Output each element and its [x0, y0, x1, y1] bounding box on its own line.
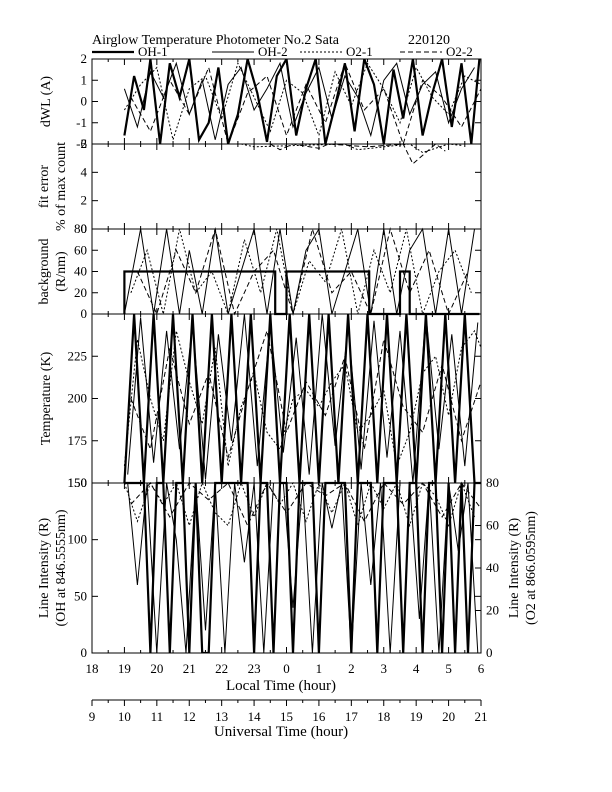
series-temperature-oh-2	[127, 313, 479, 484]
chart-date: 220120	[408, 33, 450, 48]
x-tick-label-ut: 20	[442, 709, 455, 724]
series-dwl-o2-1	[123, 61, 481, 142]
x-tick-label-local: 21	[183, 661, 196, 676]
series-background-oh-1	[123, 270, 480, 316]
x-axis-ut-label: Universal Time (hour)	[214, 724, 348, 740]
y2-tick-label: 0	[486, 645, 493, 660]
legend-label: O2-2	[446, 44, 473, 59]
y-axis-label-dwl: dWL (A)	[39, 76, 54, 128]
plot-frames	[91, 58, 482, 706]
x-tick-label-local: 5	[445, 661, 452, 676]
series-layer	[123, 59, 481, 653]
y-tick-label-background: 20	[74, 285, 87, 300]
x-tick-label-local: 6	[478, 661, 485, 676]
series-background-oh-2	[123, 227, 475, 315]
y-tick-label-background: 60	[74, 242, 87, 257]
x-tick-label-ut: 17	[345, 709, 359, 724]
panel-frame-fit	[91, 143, 482, 230]
y-tick-label-background: 80	[74, 221, 87, 236]
legend-label: O2-1	[346, 44, 373, 59]
y-tick-label-intensity: 50	[74, 588, 87, 603]
y-tick-label-fit: 4	[81, 164, 88, 179]
y-tick-label-dwl: -1	[76, 115, 87, 130]
y-tick-label-background: 40	[74, 264, 87, 279]
y-tick-label-intensity: 100	[68, 532, 88, 547]
series-background-o2-2	[136, 227, 469, 316]
panel-frame-temperature	[91, 313, 482, 484]
y-axis-label-intensity: (OH at 846.5555nm)	[54, 509, 69, 626]
x-tick-label-ut: 16	[312, 709, 326, 724]
x-tick-label-local: 2	[348, 661, 355, 676]
legend-label: OH-2	[258, 44, 288, 59]
series-intensity-o2-1	[123, 481, 475, 528]
y2-axis-label: (O2 at 866.0595nm)	[524, 511, 539, 625]
x-tick-label-ut: 21	[475, 709, 488, 724]
x-tick-label-local: 4	[413, 661, 420, 676]
x-tick-label-local: 23	[248, 661, 261, 676]
series-fit-o2-2	[270, 143, 446, 165]
y-tick-label-temperature: 225	[68, 348, 88, 363]
series-dwl-o2-2	[130, 61, 481, 146]
legend-label: OH-1	[138, 44, 168, 59]
x-tick-label-ut: 10	[118, 709, 131, 724]
x-tick-label-ut: 13	[215, 709, 228, 724]
y-tick-label-dwl: -2	[76, 136, 87, 151]
y-tick-label-temperature: 200	[68, 391, 88, 406]
y-tick-label-temperature: 150	[68, 475, 88, 490]
y-axis-label-background: (R/nm)	[54, 251, 69, 292]
y-tick-label-temperature: 175	[68, 433, 88, 448]
y-axis-label-temperature: Temperature (K)	[39, 351, 54, 445]
y-tick-label-dwl: 0	[81, 94, 88, 109]
y-tick-label-fit: 0	[81, 221, 88, 236]
series-temperature-o2-2	[130, 328, 481, 460]
y-axis-label-intensity: Line Intensity (R)	[37, 518, 52, 619]
y2-tick-label: 20	[486, 603, 499, 618]
series-temperature-o2-1	[123, 329, 481, 468]
x-tick-label-ut: 11	[151, 709, 164, 724]
y2-axis-label: Line Intensity (R)	[507, 518, 522, 619]
series-dwl-oh-1	[123, 59, 481, 145]
x-tick-label-ut: 18	[377, 709, 390, 724]
y2-tick-label: 60	[486, 518, 499, 533]
y-tick-label-intensity: 0	[81, 645, 88, 660]
y-tick-label-intensity: 150	[68, 475, 88, 490]
x-tick-label-local: 18	[86, 661, 99, 676]
chart-title: Airglow Temperature Photometer No.2 Sata	[92, 33, 340, 48]
x-tick-label-local: 22	[215, 661, 228, 676]
x-tick-label-local: 19	[118, 661, 131, 676]
y-tick-label-dwl: 1	[81, 72, 88, 87]
x-tick-label-local: 3	[381, 661, 388, 676]
x-tick-label-ut: 9	[89, 709, 96, 724]
x-tick-label-ut: 12	[183, 709, 196, 724]
x-tick-label-local: 1	[316, 661, 323, 676]
x-axis-local-label: Local Time (hour)	[226, 678, 336, 694]
y-axis-label-fit: fit error	[37, 165, 52, 208]
x-tick-label-ut: 15	[280, 709, 293, 724]
y2-tick-label: 80	[486, 475, 499, 490]
series-dwl-oh-2	[123, 61, 475, 140]
legend: OH-1 OH-2 O2-1 O2-2	[92, 44, 473, 59]
y-axis-label-background: background	[37, 238, 52, 304]
x-tick-label-ut: 19	[410, 709, 423, 724]
y2-tick-label: 40	[486, 560, 499, 575]
y-tick-label-fit: 2	[81, 193, 88, 208]
y-tick-label-fit: 6	[81, 136, 88, 151]
y-tick-label-dwl: 2	[81, 51, 88, 66]
x-tick-label-ut: 14	[248, 709, 262, 724]
y-axis-label-fit: % of max count	[54, 142, 69, 231]
y-tick-label-background: 0	[81, 306, 88, 321]
series-background-o2-1	[130, 228, 472, 316]
x-tick-label-local: 0	[283, 661, 290, 676]
x-tick-label-local: 20	[150, 661, 163, 676]
